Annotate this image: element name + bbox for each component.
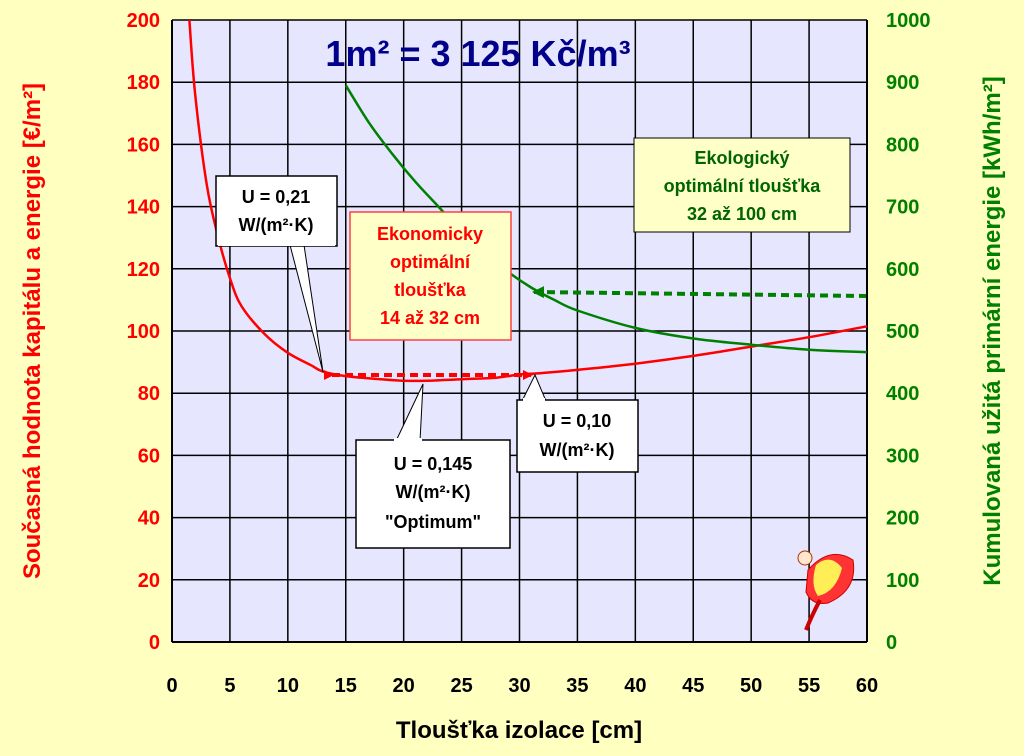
y-tick-label-left: 20 xyxy=(138,570,160,592)
y-tick-label-left: 80 xyxy=(138,383,160,405)
x-tick-label: 55 xyxy=(798,675,820,697)
eco-line3: 32 až 100 cm xyxy=(687,204,797,224)
econ-line4: 14 až 32 cm xyxy=(380,308,480,328)
eco-line2: optimální tloušťka xyxy=(664,176,822,196)
econ-optimum-box: Ekonomicky optimální tloušťka 14 až 32 c… xyxy=(349,211,512,341)
energy-series-line xyxy=(344,84,868,354)
x-tick-label: 20 xyxy=(393,675,415,697)
left-axis-label: Současná hodnota kapitálu a energie [€/m… xyxy=(19,83,46,579)
callout-u0145: U = 0,145 W/(m²·K) "Optimum" xyxy=(355,383,511,549)
y-tick-label-right: 600 xyxy=(886,259,919,281)
y-tick-label-left: 0 xyxy=(149,632,160,654)
econ-line1: Ekonomicky xyxy=(377,224,483,244)
y-tick-label-left: 180 xyxy=(127,72,160,94)
y-tick-label-right: 200 xyxy=(886,508,919,530)
x-tick-label: 0 xyxy=(166,675,177,697)
y-tick-label-left: 140 xyxy=(127,197,160,219)
callout-u010-line2: W/(m²·K) xyxy=(540,440,615,460)
y-tick-label-right: 1000 xyxy=(886,10,931,32)
logo-icon xyxy=(797,550,855,631)
callout-u0145-line3: "Optimum" xyxy=(385,512,481,532)
y-tick-label-left: 160 xyxy=(127,134,160,156)
y-tick-label-right: 500 xyxy=(886,321,919,343)
x-tick-label: 60 xyxy=(856,675,878,697)
y-tick-label-right: 300 xyxy=(886,445,919,467)
x-tick-label: 45 xyxy=(682,675,704,697)
callout-u0145-line1: U = 0,145 xyxy=(394,454,473,474)
y-tick-label-right: 0 xyxy=(886,632,897,654)
callout-u021-line1: U = 0,21 xyxy=(242,187,311,207)
eco-line1: Ekologický xyxy=(694,148,789,168)
x-axis-label: Tloušťka izolace [cm] xyxy=(396,717,642,744)
x-tick-label: 25 xyxy=(450,675,472,697)
eco-optimum-box: Ekologický optimální tloušťka 32 až 100 … xyxy=(633,137,851,233)
y-tick-label-left: 100 xyxy=(127,321,160,343)
y-tick-label-right: 100 xyxy=(886,570,919,592)
y-tick-label-left: 40 xyxy=(138,508,160,530)
x-tick-label: 40 xyxy=(624,675,646,697)
y-tick-label-right: 700 xyxy=(886,197,919,219)
grid xyxy=(171,19,868,643)
callout-u010-line1: U = 0,10 xyxy=(543,411,612,431)
y-tick-label-right: 800 xyxy=(886,134,919,156)
callout-u021: U = 0,21 W/(m²·K) xyxy=(215,175,338,373)
callout-u010: U = 0,10 W/(m²·K) xyxy=(516,373,639,473)
x-tick-label: 35 xyxy=(566,675,588,697)
x-tick-label: 50 xyxy=(740,675,762,697)
x-tick-label: 5 xyxy=(224,675,235,697)
right-axis-label: Kumulovaná užitá primární energie [kWh/m… xyxy=(979,76,1006,585)
tick-labels: 0 5 10 15 20 25 30 35 40 45 50 55 600204060801001201… xyxy=(127,10,931,697)
eco-range-arrow xyxy=(532,286,867,299)
y-tick-label-left: 60 xyxy=(138,445,160,467)
x-tick-label: 30 xyxy=(508,675,530,697)
callout-u0145-line2: W/(m²·K) xyxy=(396,482,471,502)
y-tick-label-right: 900 xyxy=(886,72,919,94)
y-tick-label-left: 200 xyxy=(127,10,160,32)
callout-u021-line2: W/(m²·K) xyxy=(239,215,314,235)
y-tick-label-right: 400 xyxy=(886,383,919,405)
y-tick-label-left: 120 xyxy=(127,259,160,281)
econ-line2: optimální xyxy=(390,252,471,272)
econ-line3: tloušťka xyxy=(394,280,467,300)
x-tick-label: 15 xyxy=(335,675,357,697)
x-tick-label: 10 xyxy=(277,675,299,697)
chart-title: 1m² = 3 125 Kč/m³ xyxy=(325,33,630,74)
